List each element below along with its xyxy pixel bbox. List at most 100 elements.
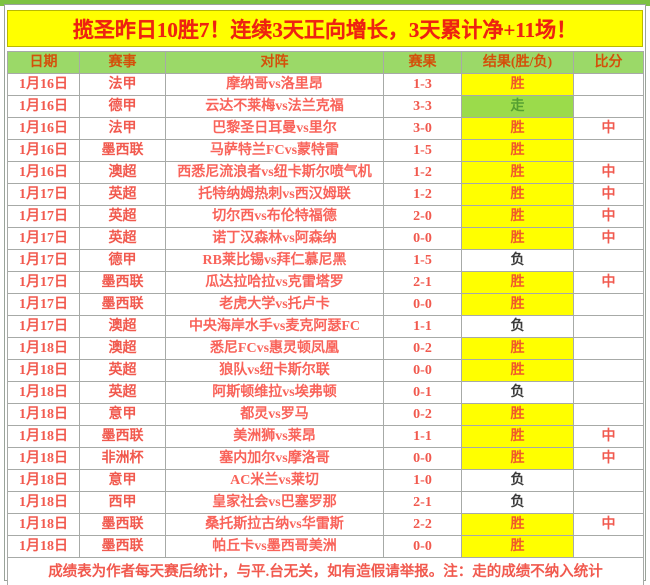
cell-match: 马萨特兰FCvs蒙特雷 <box>165 139 384 162</box>
cell-hit <box>573 73 644 96</box>
cell-result: 负 <box>461 469 574 492</box>
table-row: 1月18日 西甲 皇家社会vs巴塞罗那 2-1 负 <box>7 491 644 514</box>
cell-date: 1月17日 <box>7 271 80 294</box>
cell-score: 1-1 <box>383 315 462 338</box>
cell-league: 澳超 <box>79 161 166 184</box>
cell-match: RB莱比锡vs拜仁慕尼黑 <box>165 249 384 272</box>
table-row: 1月17日 德甲 RB莱比锡vs拜仁慕尼黑 1-5 负 <box>7 249 644 272</box>
cell-hit: 中 <box>573 205 644 228</box>
cell-result: 胜 <box>461 535 574 558</box>
cell-result: 胜 <box>461 271 574 294</box>
cell-hit: 中 <box>573 117 644 140</box>
table-row: 1月16日 墨西联 马萨特兰FCvs蒙特雷 1-5 胜 <box>7 139 644 162</box>
cell-league: 澳超 <box>79 337 166 360</box>
cell-league: 英超 <box>79 205 166 228</box>
column-header-score: 赛果 <box>383 51 462 74</box>
cell-date: 1月16日 <box>7 139 80 162</box>
column-header-league: 赛事 <box>79 51 166 74</box>
cell-hit: 中 <box>573 513 644 536</box>
table-row: 1月18日 非洲杯 塞内加尔vs摩洛哥 0-0 胜中 <box>7 447 644 470</box>
table-row: 1月17日 墨西联 老虎大学vs托卢卡 0-0 胜 <box>7 293 644 316</box>
cell-league: 英超 <box>79 359 166 382</box>
cell-score: 0-0 <box>383 359 462 382</box>
cell-date: 1月17日 <box>7 205 80 228</box>
cell-match: AC米兰vs莱切 <box>165 469 384 492</box>
cell-league: 意甲 <box>79 403 166 426</box>
cell-date: 1月16日 <box>7 95 80 118</box>
cell-league: 法甲 <box>79 117 166 140</box>
cell-hit: 中 <box>573 183 644 206</box>
table-row: 1月18日 墨西联 桑托斯拉古纳vs华雷斯 2-2 胜中 <box>7 513 644 536</box>
cell-date: 1月18日 <box>7 381 80 404</box>
cell-date: 1月16日 <box>7 73 80 96</box>
cell-league: 墨西联 <box>79 513 166 536</box>
table-row: 1月18日 澳超 悉尼FCvs惠灵顿凤凰 0-2 胜 <box>7 337 644 360</box>
cell-date: 1月17日 <box>7 227 80 250</box>
table-row: 1月17日 英超 切尔西vs布伦特福德 2-0 胜中 <box>7 205 644 228</box>
cell-score: 0-0 <box>383 227 462 250</box>
cell-date: 1月17日 <box>7 249 80 272</box>
table-row: 1月18日 意甲 AC米兰vs莱切 1-0 负 <box>7 469 644 492</box>
cell-league: 西甲 <box>79 491 166 514</box>
cell-league: 德甲 <box>79 95 166 118</box>
table-row: 1月18日 墨西联 美洲狮vs莱昂 1-1 胜中 <box>7 425 644 448</box>
cell-result: 胜 <box>461 117 574 140</box>
cell-match: 托特纳姆热刺vs西汉姆联 <box>165 183 384 206</box>
cell-date: 1月17日 <box>7 315 80 338</box>
header-row: 日期 赛事 对阵 赛果 结果(胜/负) 比分 <box>7 51 644 74</box>
cell-score: 1-2 <box>383 161 462 184</box>
cell-match: 云达不莱梅vs法兰克福 <box>165 95 384 118</box>
title-banner: 揽圣昨日10胜7！连续3天正向增长，3天累计净+11场！ <box>7 10 643 47</box>
cell-hit <box>573 469 644 492</box>
cell-hit: 中 <box>573 425 644 448</box>
cell-match: 帕丘卡vs墨西哥美洲 <box>165 535 384 558</box>
cell-score: 1-5 <box>383 139 462 162</box>
table-row: 1月17日 英超 诺丁汉森林vs阿森纳 0-0 胜中 <box>7 227 644 250</box>
cell-league: 墨西联 <box>79 535 166 558</box>
cell-result: 负 <box>461 249 574 272</box>
cell-score: 2-0 <box>383 205 462 228</box>
cell-hit <box>573 249 644 272</box>
cell-result: 走 <box>461 95 574 118</box>
cell-league: 法甲 <box>79 73 166 96</box>
table-row: 1月18日 墨西联 帕丘卡vs墨西哥美洲 0-0 胜 <box>7 535 644 558</box>
cell-result: 胜 <box>461 513 574 536</box>
cell-result: 胜 <box>461 139 574 162</box>
cell-league: 英超 <box>79 227 166 250</box>
cell-match: 阿斯顿维拉vs埃弗顿 <box>165 381 384 404</box>
cell-match: 瓜达拉哈拉vs克雷塔罗 <box>165 271 384 294</box>
cell-score: 2-1 <box>383 271 462 294</box>
cell-score: 0-2 <box>383 403 462 426</box>
table-footer: 成绩表为作者每天赛后统计，与平.台无关，如有造假请举报。注：走的成绩不纳入统计 <box>7 557 644 585</box>
cell-score: 1-2 <box>383 183 462 206</box>
cell-match: 桑托斯拉古纳vs华雷斯 <box>165 513 384 536</box>
cell-score: 0-0 <box>383 293 462 316</box>
cell-match: 悉尼FCvs惠灵顿凤凰 <box>165 337 384 360</box>
cell-match: 皇家社会vs巴塞罗那 <box>165 491 384 514</box>
cell-score: 1-3 <box>383 73 462 96</box>
cell-hit <box>573 491 644 514</box>
cell-match: 切尔西vs布伦特福德 <box>165 205 384 228</box>
cell-hit: 中 <box>573 227 644 250</box>
cell-score: 0-1 <box>383 381 462 404</box>
cell-result: 胜 <box>461 227 574 250</box>
footer-note: 成绩表为作者每天赛后统计，与平.台无关，如有造假请举报。注：走的成绩不纳入统计 <box>7 557 644 585</box>
column-header-hit: 比分 <box>573 51 644 74</box>
cell-match: 美洲狮vs莱昂 <box>165 425 384 448</box>
cell-league: 德甲 <box>79 249 166 272</box>
cell-date: 1月16日 <box>7 161 80 184</box>
cell-result: 胜 <box>461 161 574 184</box>
cell-league: 澳超 <box>79 315 166 338</box>
cell-match: 狼队vs纽卡斯尔联 <box>165 359 384 382</box>
cell-result: 胜 <box>461 73 574 96</box>
cell-date: 1月18日 <box>7 535 80 558</box>
table-header: 日期 赛事 对阵 赛果 结果(胜/负) 比分 <box>7 51 644 74</box>
top-accent-band <box>0 0 650 6</box>
cell-result: 负 <box>461 491 574 514</box>
table-body: 1月16日 法甲 摩纳哥vs洛里昂 1-3 胜 1月16日 德甲 云达不莱梅vs法兰克福 3-3… <box>7 73 644 558</box>
cell-hit <box>573 139 644 162</box>
cell-hit <box>573 315 644 338</box>
table-row: 1月17日 澳超 中央海岸水手vs麦克阿瑟FC 1-1 负 <box>7 315 644 338</box>
cell-score: 2-2 <box>383 513 462 536</box>
